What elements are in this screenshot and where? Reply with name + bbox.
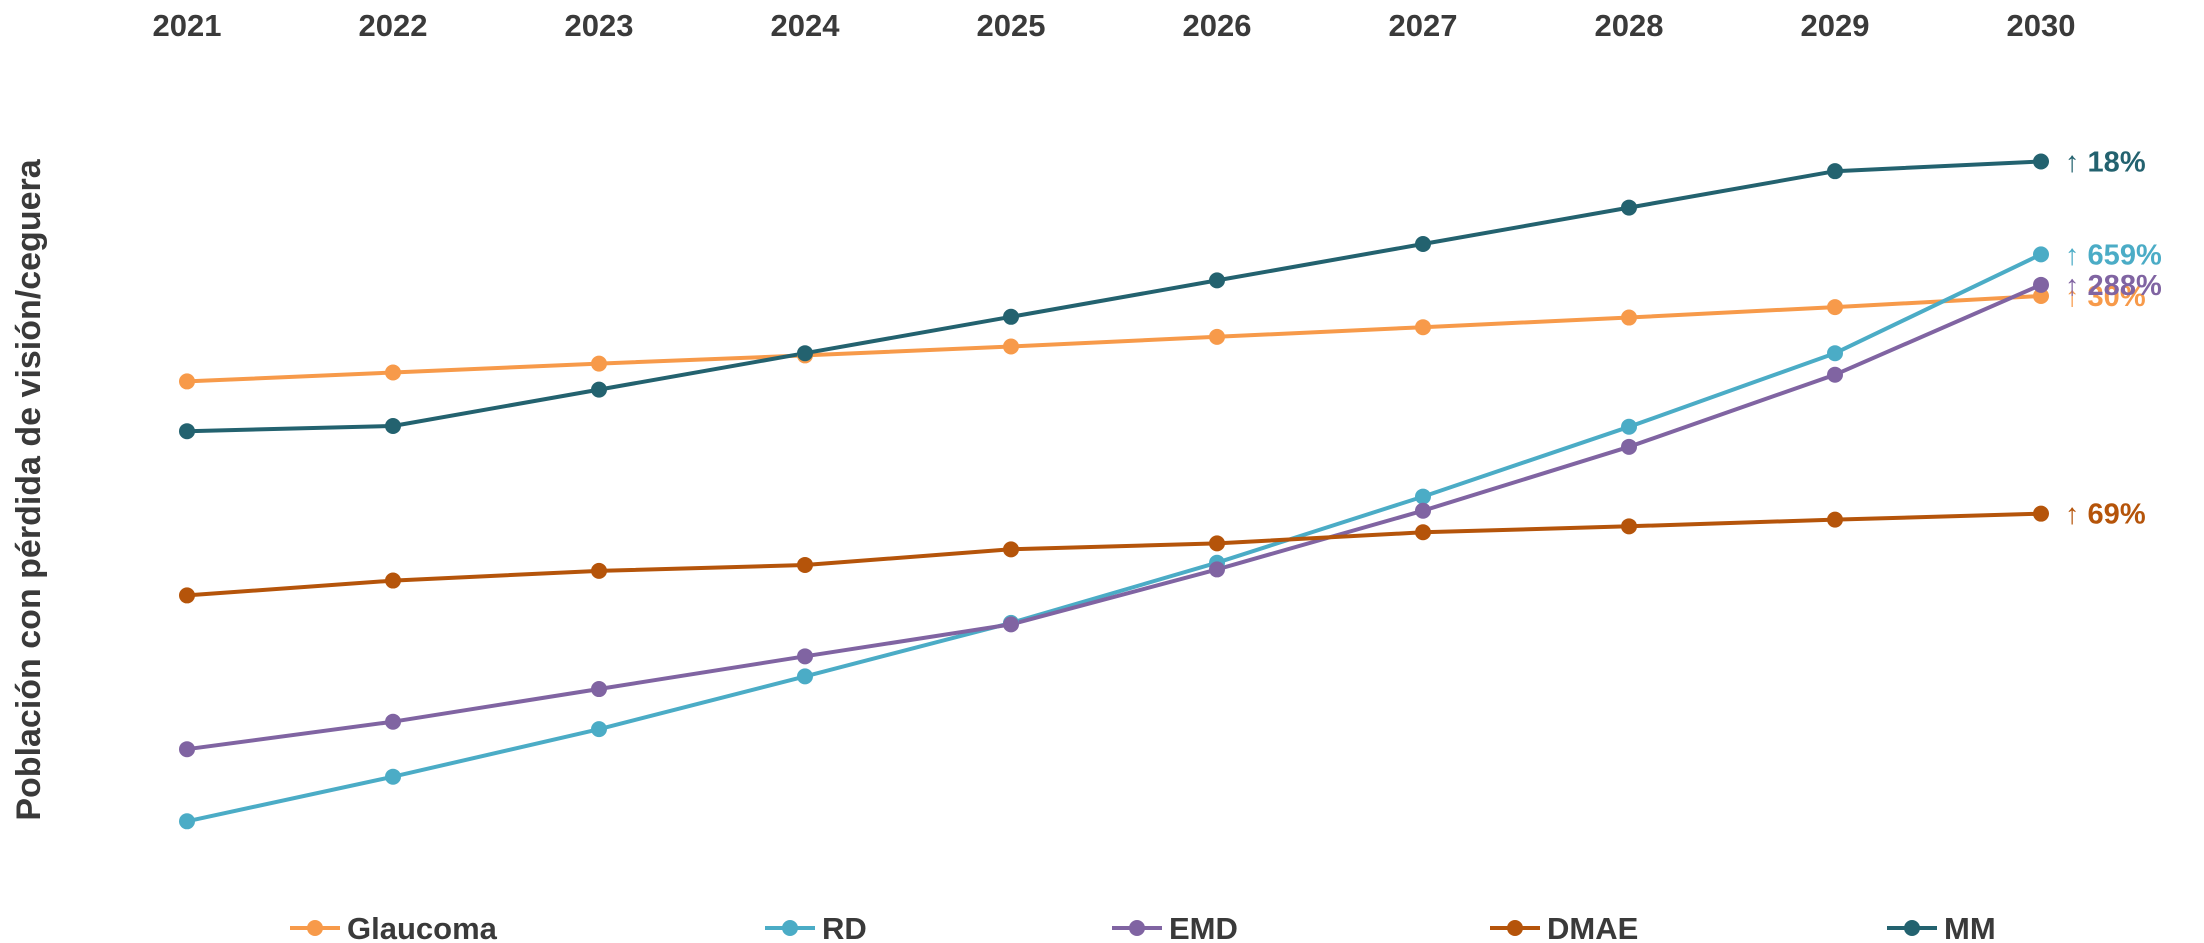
data-point-rd [179,813,195,830]
end-label-mm: ↑ 18% [2065,147,2146,179]
data-point-dmae [179,587,195,604]
end-labels: ↑ 30% ↑ 659%↑ 288% ↑ 69% ↑ 18% [2065,147,2162,531]
data-point-dmae [1003,541,1019,558]
data-point-rd [2033,246,2049,263]
x-tick-label: 2026 [1183,8,1252,43]
data-point-mm [797,345,813,362]
series-line-rd [185,252,2043,824]
data-point-mm [1415,235,1431,252]
data-point-glaucoma [385,364,401,381]
x-tick-label: 2027 [1389,8,1458,43]
data-point-rd [797,668,813,685]
legend-label-glaucoma: Glaucoma [347,911,498,943]
data-point-dmae [385,572,401,589]
end-label-dmae: ↑ 69% [2065,499,2146,531]
data-point-mm [1621,199,1637,216]
data-point-rd [591,721,607,738]
data-point-rd [1827,345,1843,362]
data-point-emd [797,648,813,665]
data-point-mm [1827,163,1843,180]
data-point-emd [1209,561,1225,578]
data-point-glaucoma [2033,287,2049,304]
legend-label-mm: MM [1944,911,1996,943]
data-point-emd [591,681,607,698]
data-point-emd [179,741,195,758]
data-point-emd [385,713,401,730]
data-point-emd [1003,616,1019,633]
data-point-rd [385,768,401,785]
x-tick-label: 2023 [565,8,634,43]
series-line-mm [185,159,2043,434]
data-point-mm [2033,153,2049,170]
end-label-emd: ↑ 288% [2065,270,2162,302]
data-point-glaucoma [1827,299,1843,316]
series-line-glaucoma [185,294,2043,384]
data-point-glaucoma [1209,328,1225,345]
x-tick-label: 2025 [977,8,1046,43]
data-point-glaucoma [1621,309,1637,326]
x-tick-label: 2022 [359,8,428,43]
data-point-dmae [1827,511,1843,528]
legend-marker-mm [1904,920,1920,936]
data-point-dmae [591,562,607,579]
x-tick-label: 2029 [1801,8,1870,43]
legend-label-emd: EMD [1169,911,1238,943]
x-tick-label: 2024 [771,8,841,43]
data-point-mm [1003,308,1019,325]
data-point-mm [385,418,401,435]
data-point-dmae [1621,518,1637,535]
legend-label-rd: RD [822,911,867,943]
series-line-dmae [185,511,2043,598]
data-point-glaucoma [591,355,607,372]
data-point-emd [1415,502,1431,519]
data-point-dmae [797,556,813,573]
data-point-emd [1827,366,1843,383]
legend-marker-glaucoma [307,920,323,936]
data-point-mm [179,423,195,440]
y-axis-label: Población con pérdida de visión/ceguera [10,158,48,820]
data-point-dmae [1209,535,1225,552]
x-axis-ticks: 2021 2022 2023 2024 2025 2026 2027 2028 2029 2030 [153,8,2076,43]
end-label-glaucoma: ↑ 30% [2065,281,2146,313]
series-lines [185,159,2043,824]
data-point-mm [1209,272,1225,289]
data-point-glaucoma [1415,319,1431,336]
data-point-glaucoma [179,373,195,390]
legend-marker-emd [1129,920,1145,936]
data-point-mm [591,381,607,398]
data-point-rd [1621,418,1637,435]
data-point-dmae [1415,524,1431,541]
legend: Glaucoma RD EMD DMAE MM [290,911,1996,943]
x-tick-label: 2028 [1595,8,1664,43]
end-label-rd: ↑ 659% [2065,239,2162,271]
data-point-emd [1621,438,1637,455]
data-point-dmae [2033,505,2049,522]
data-point-glaucoma [1003,338,1019,355]
series-points [179,153,2049,830]
legend-marker-dmae [1507,920,1523,936]
data-point-emd [2033,276,2049,293]
x-tick-label: 2030 [2007,8,2076,43]
data-point-rd [1415,488,1431,505]
x-tick-label: 2021 [153,8,222,43]
legend-label-dmae: DMAE [1547,911,1638,943]
series-line-emd [185,282,2043,752]
legend-marker-rd [782,920,798,936]
